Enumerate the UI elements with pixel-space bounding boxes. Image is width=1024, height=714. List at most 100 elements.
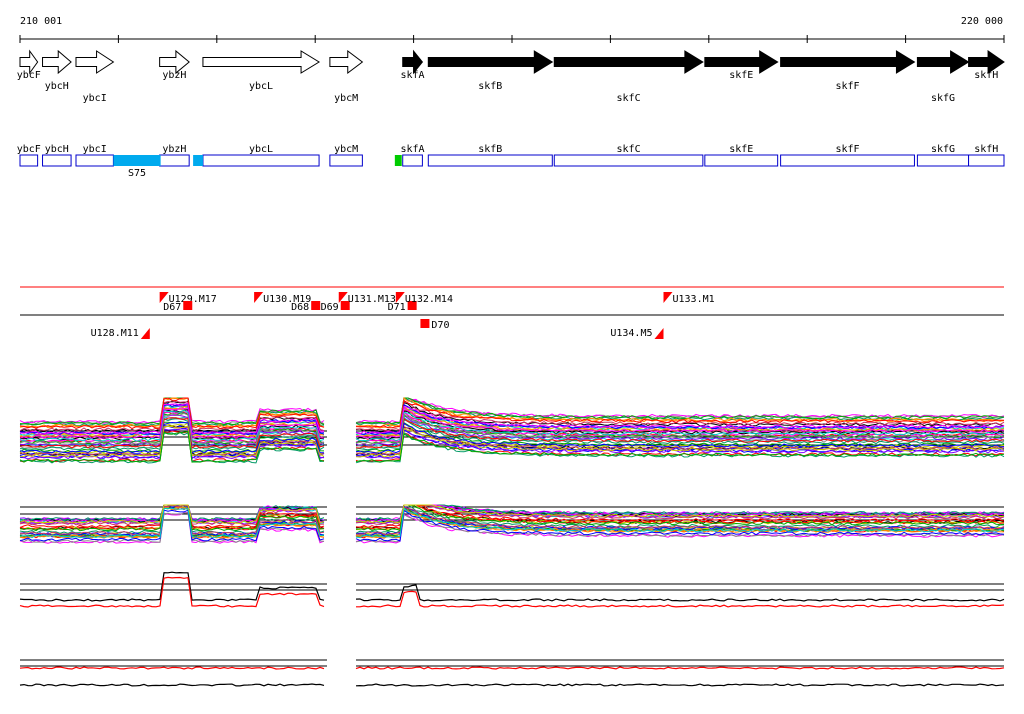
track-series <box>19 421 325 454</box>
track-series <box>19 424 325 457</box>
coordinate-ruler: 210 001 220 000 <box>19 16 1005 43</box>
track-series <box>19 571 325 602</box>
gene-label-skfF: skfF <box>835 81 859 92</box>
feature-box-skfG <box>916 154 970 167</box>
gene-arrow-skfG <box>916 50 970 74</box>
track-series <box>355 405 1005 435</box>
segment-label: D71 <box>388 302 406 313</box>
end-coordinate: 220 000 <box>961 16 1003 27</box>
feature-label-ybcI: ybcI <box>83 144 107 155</box>
gene-label-skfG: skfG <box>931 93 955 104</box>
track-series <box>19 509 325 542</box>
feature-label-ybcM: ybcM <box>334 144 358 155</box>
track-series <box>355 413 1005 445</box>
segment-marker <box>407 301 417 310</box>
track-series <box>19 402 324 435</box>
track-series <box>355 504 1005 524</box>
track-series <box>355 397 1005 428</box>
segment-label: D68 <box>291 302 309 313</box>
track-series <box>19 397 325 428</box>
feature-box-ybcF <box>19 154 39 167</box>
track-series <box>355 399 1005 429</box>
gene-label-skfE: skfE <box>729 70 753 81</box>
gene-label-skfA: skfA <box>401 70 425 81</box>
segment-flag-plus <box>663 292 673 303</box>
gene-arrow-ybcM <box>329 49 364 75</box>
gene-arrow-ybcL <box>202 50 321 74</box>
feature-label-skfH: skfH <box>974 144 998 155</box>
highlight-region <box>193 155 203 166</box>
segment-flag-plus <box>159 292 169 303</box>
feature-label-skfC: skfC <box>617 144 641 155</box>
gene-arrow-ybcF <box>19 49 39 75</box>
highlight-region <box>113 155 161 166</box>
track-series <box>19 431 325 464</box>
segment-flag-minus <box>140 328 150 339</box>
gene-label-skfB: skfB <box>478 81 502 92</box>
feature-box-ybcL <box>202 154 320 167</box>
track-series <box>355 666 1005 670</box>
track-series <box>355 506 1005 536</box>
gene-label-ybcH: ybcH <box>45 81 69 92</box>
feature-box-ybcH <box>42 154 72 167</box>
track-series <box>355 409 1004 439</box>
track-series <box>19 504 325 537</box>
gene-arrow-skfA <box>402 49 424 75</box>
feature-box-skfH <box>968 154 1005 167</box>
gene-arrow-skfC <box>553 50 704 74</box>
segment-marker <box>183 301 193 310</box>
track-series <box>355 411 1005 442</box>
gene-arrow-ybcI <box>75 50 115 74</box>
track-series <box>355 414 1005 447</box>
track-series <box>19 507 325 539</box>
segment-marker <box>420 319 430 328</box>
track-series <box>19 504 325 524</box>
segment-label: U128.M11 <box>91 328 139 339</box>
track-series <box>19 418 325 451</box>
feature-box-ybcM <box>329 154 363 167</box>
track-series <box>355 400 1005 432</box>
track-series <box>355 427 1005 458</box>
feature-box-ybzH <box>159 154 190 167</box>
track-series <box>355 427 1005 459</box>
segment-label: D70 <box>431 320 449 331</box>
feature-box-skfE <box>704 154 779 167</box>
track-series <box>355 584 1005 602</box>
track-series <box>19 414 325 447</box>
track-series <box>355 417 1005 449</box>
track-series <box>355 422 1005 454</box>
feature-label-skfB: skfB <box>478 144 502 155</box>
track-series <box>355 504 1005 529</box>
gene-label-ybcL: ybcL <box>249 81 273 92</box>
track-series <box>355 507 1005 539</box>
gene-label-skfH: skfH <box>974 70 998 81</box>
segment-flag-plus <box>395 292 405 303</box>
track-series <box>355 397 1005 425</box>
expression-tracks <box>19 397 1005 687</box>
gene-arrow-ybcH <box>42 49 72 75</box>
feature-label-ybcL: ybcL <box>249 144 273 155</box>
track-series <box>355 504 1005 532</box>
feature-box-skfF <box>780 154 915 167</box>
track-series <box>356 590 1005 608</box>
gene-label-ybcI: ybcI <box>83 93 107 104</box>
feature-label-ybcH: ybcH <box>45 144 69 155</box>
track-series <box>355 504 1005 526</box>
track-series <box>355 433 1005 463</box>
track-series <box>19 430 325 463</box>
track-series <box>19 407 325 440</box>
gene-arrow-skfB <box>427 50 554 74</box>
gene-arrow-skfE <box>704 50 779 74</box>
feature-label-skfE: skfE <box>729 144 753 155</box>
track-series <box>19 412 325 445</box>
segment-label: D69 <box>321 302 339 313</box>
segment-label: U134.M5 <box>610 328 652 339</box>
track-series <box>19 576 325 608</box>
gene-arrow-skfH <box>968 50 1005 74</box>
segment-flag-minus <box>654 328 664 339</box>
feature-label-skfA: skfA <box>401 144 425 155</box>
track-series <box>355 397 1005 424</box>
track-series <box>355 423 1005 455</box>
